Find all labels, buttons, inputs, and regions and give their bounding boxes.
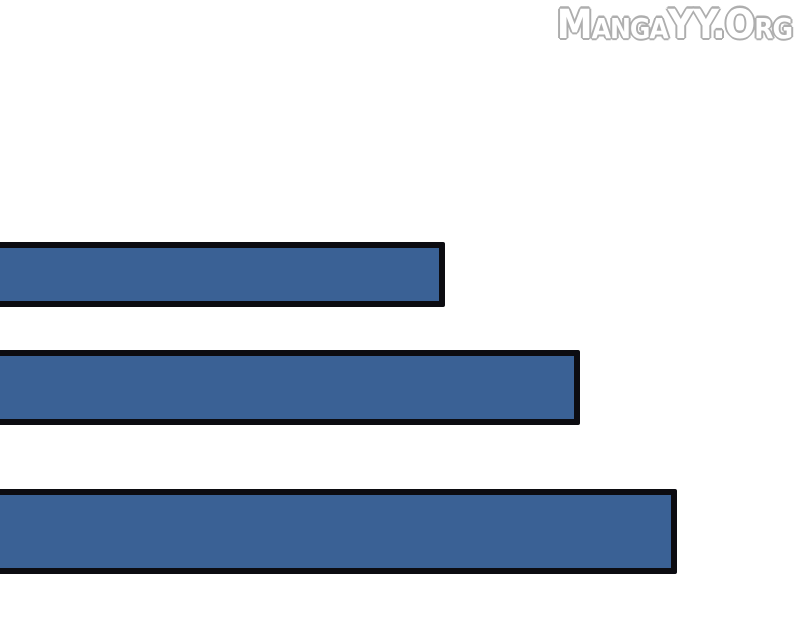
panel-bar-bottom bbox=[0, 489, 677, 574]
watermark-text: MangaYY.Org bbox=[556, 2, 793, 48]
panel-bar-middle bbox=[0, 350, 580, 425]
panel-bar-top bbox=[0, 242, 445, 307]
site-watermark: MangaYY.Org bbox=[557, 2, 793, 48]
